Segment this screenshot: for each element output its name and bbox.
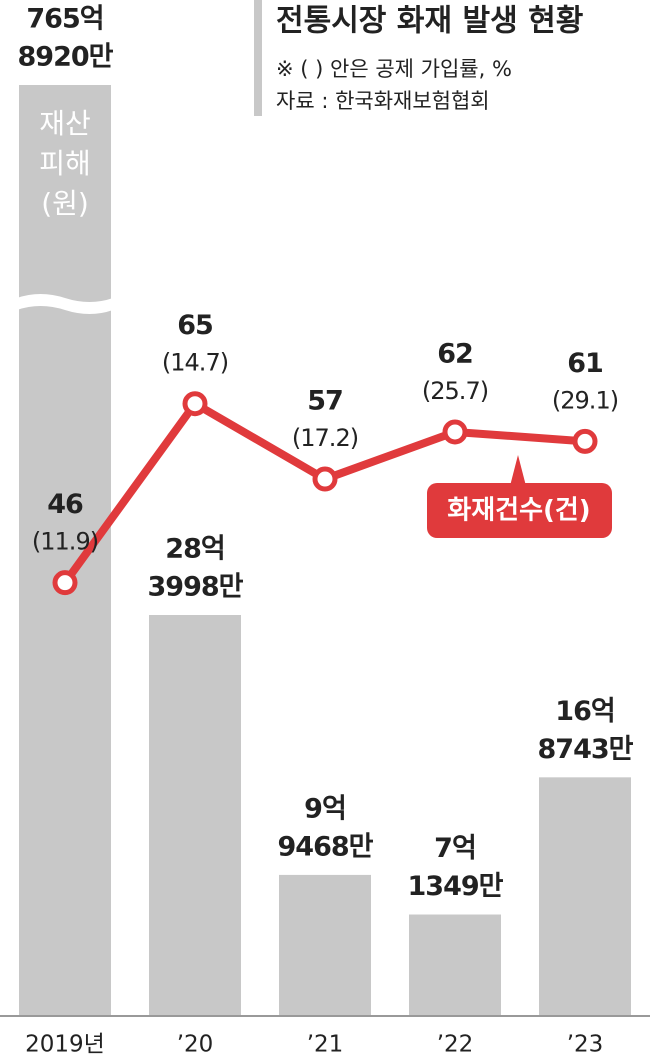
value-label: 8743만 xyxy=(538,734,634,765)
chart-title: 전통시장 화재 발생 현황 xyxy=(276,4,583,39)
legend-label: 화재건수(건) xyxy=(447,496,590,526)
value-label: 8920만 xyxy=(18,42,114,73)
bar xyxy=(409,914,501,1015)
point xyxy=(182,391,208,417)
title-accent xyxy=(254,0,262,116)
value-label: 9억 xyxy=(304,793,346,824)
series-name: 재산 xyxy=(39,107,91,140)
legend-pointer xyxy=(510,455,526,486)
point xyxy=(572,428,598,454)
series-name: (원) xyxy=(41,187,89,220)
rate-label: (11.9) xyxy=(32,528,98,556)
bar xyxy=(149,615,241,1015)
value-label: 28억 xyxy=(165,534,224,565)
point xyxy=(312,466,338,492)
value-label: 16억 xyxy=(555,696,614,727)
bar xyxy=(539,777,631,1015)
value-label: 61 xyxy=(567,348,603,379)
value-label: 7억 xyxy=(434,833,476,864)
value-label: 9468만 xyxy=(278,831,374,862)
value-label: 1349만 xyxy=(408,871,504,902)
rate-label: (14.7) xyxy=(162,349,228,377)
value-label: 3998만 xyxy=(148,572,244,603)
rate-label: (25.7) xyxy=(422,377,488,405)
x-tick-label: ’22 xyxy=(437,1032,474,1058)
axis-break xyxy=(17,294,113,314)
note: ※ ( ) 안은 공제 가입률, % xyxy=(276,57,512,81)
rate-label: (29.1) xyxy=(552,386,618,414)
value-label: 62 xyxy=(437,338,473,369)
bar xyxy=(19,85,111,1015)
value-label: 57 xyxy=(307,386,343,417)
series-name: 피해 xyxy=(39,147,91,180)
rate-label: (17.2) xyxy=(292,424,358,452)
x-tick-label: ’20 xyxy=(177,1032,214,1058)
legend-box xyxy=(427,483,612,538)
point xyxy=(52,570,78,596)
bar xyxy=(279,874,371,1015)
x-tick-label: ’21 xyxy=(307,1032,344,1058)
value-label: 765억 xyxy=(26,4,103,35)
source: 자료 : 한국화재보험협회 xyxy=(276,89,490,113)
value-label: 46 xyxy=(47,489,83,520)
x-tick-label: 2019년 xyxy=(25,1032,105,1058)
point xyxy=(442,419,468,445)
value-label: 65 xyxy=(177,310,213,341)
x-tick-label: ’23 xyxy=(567,1032,604,1058)
